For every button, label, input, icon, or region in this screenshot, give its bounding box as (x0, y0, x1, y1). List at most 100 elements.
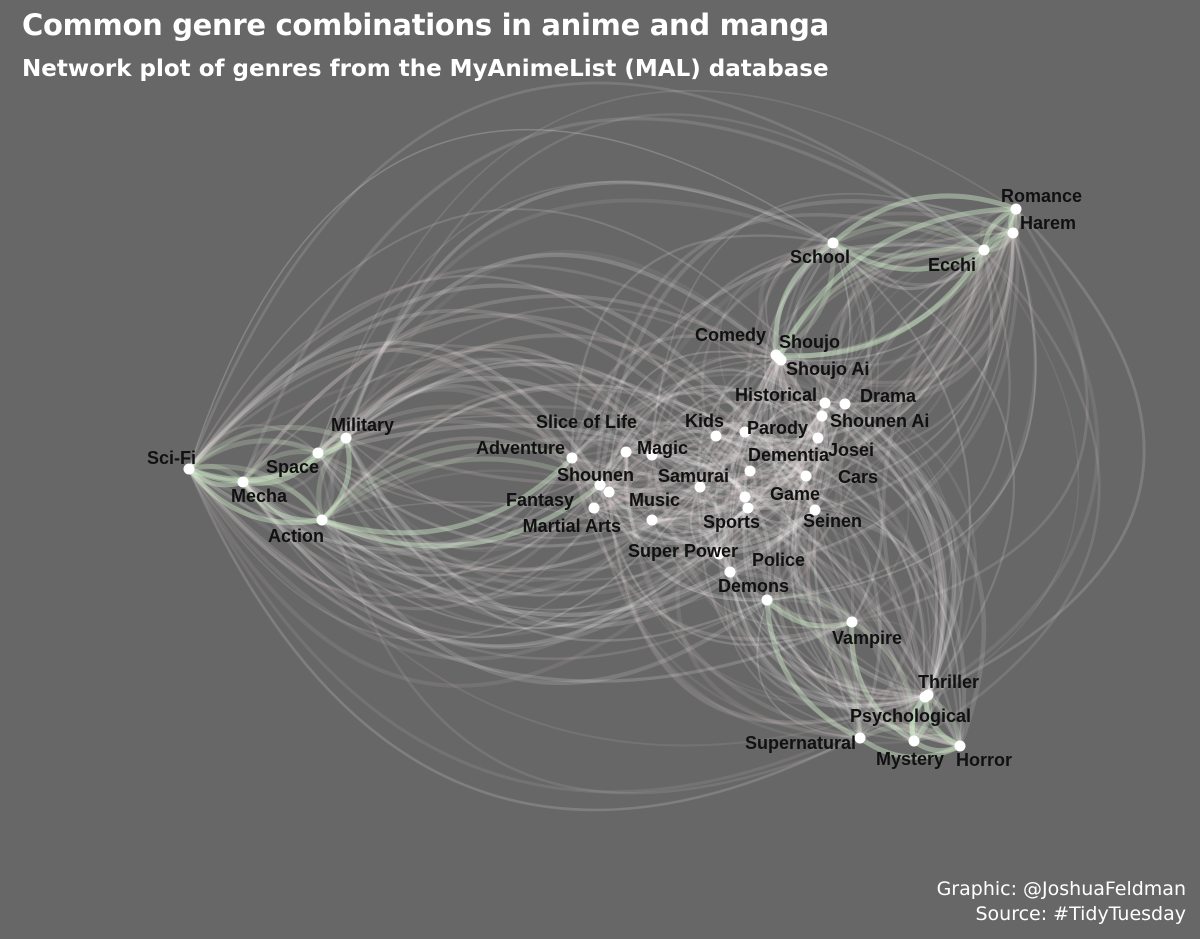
edge-magic-adventure (570, 439, 654, 460)
edge-ecchi-music (608, 249, 986, 499)
edge-harem-parody (743, 211, 1014, 433)
edge-music-seinen (607, 490, 817, 550)
edge-shoujo-music (607, 354, 780, 493)
edge-slice-of-life-seinen (624, 411, 817, 511)
node-police (724, 566, 736, 578)
edge-parody-mecha (241, 313, 747, 484)
node-label-cars: Cars (838, 467, 878, 487)
edge-vampire-sci-fi (187, 467, 853, 683)
edge-drama-martial-arts (651, 403, 847, 528)
edge-comedy-horror (722, 354, 961, 748)
edge-fantasy-space (317, 452, 595, 550)
node-samurai (694, 481, 706, 493)
edge-school-dementia (749, 242, 851, 472)
edge-drama-fantasy (593, 403, 846, 529)
edge-slice-of-life-space (317, 451, 627, 508)
edge-shoujo-ai-josei (775, 359, 819, 439)
node-kids (710, 430, 722, 442)
edge-school-demons (766, 242, 873, 601)
edge-cars-mystery (790, 475, 915, 742)
edge-shounen-vampire (598, 484, 853, 646)
edge-drama-mecha (242, 403, 846, 613)
edge-cars-thriller (805, 474, 938, 696)
node-label-psychological: Psychological (850, 706, 971, 726)
edge-demons-supernatural (756, 599, 861, 739)
edge-dementia-martial-arts (651, 470, 752, 525)
edge-seinen-vampire (814, 509, 871, 623)
edge-dementia-shounen (598, 470, 752, 527)
edge-game-super-power (712, 495, 746, 555)
edge-dementia-adventure (570, 420, 752, 473)
node-label-kids: Kids (685, 411, 724, 431)
edge-kids-sports (715, 434, 757, 509)
edge-romance-historical (823, 207, 1017, 404)
edge-josei-game (743, 432, 819, 498)
edge-slice-of-life-adventure (570, 438, 627, 459)
edge-cars-space (316, 333, 808, 478)
edge-fantasy-sports (592, 506, 750, 545)
node-label-mecha: Mecha (231, 486, 288, 506)
edge-school-psychological (832, 242, 971, 698)
strong-edge-mecha-action (240, 480, 323, 523)
strong-edge-psychological-horror (923, 694, 963, 747)
edge-ecchi-martial-arts (650, 243, 985, 521)
node-space (312, 447, 324, 459)
edge-harem-historical (824, 232, 1016, 408)
edge-slice-of-life-supernatural (624, 451, 861, 740)
edge-romance-police (729, 208, 1020, 574)
node-label-romance: Romance (1001, 186, 1082, 206)
edge-seinen-sci-fi (187, 283, 817, 512)
edge-historical-slice-of-life (625, 402, 826, 485)
edge-seinen-military (344, 436, 817, 629)
node-shounen (594, 479, 606, 491)
edge-comedy-shounen-ai (774, 354, 823, 418)
node-label-sci-fi: Sci-Fi (147, 448, 196, 468)
edge-police-thriller (728, 571, 929, 706)
node-dementia (744, 465, 756, 477)
edge-harem-school (832, 232, 1015, 287)
edge-game-music (608, 452, 746, 498)
edge-shoujo-ai-seinen (763, 359, 817, 512)
edge-romance-shoujo-ai (780, 208, 1018, 385)
edge-comedy-adventure (571, 354, 778, 484)
edge-school-parody (718, 242, 834, 433)
edge-slice-of-life-horror (625, 449, 962, 747)
edge-ecchi-school (831, 241, 986, 291)
strong-edge-sci-fi-space (187, 451, 320, 484)
edge-parody-magic (650, 420, 746, 457)
edge-shounen-ai-supernatural (727, 414, 861, 740)
edge-ecchi-mecha (241, 117, 985, 483)
node-label-magic: Magic (637, 438, 688, 458)
edge-music-psychological (607, 491, 926, 726)
edge-shoujo-kids (714, 356, 780, 437)
node-label-drama: Drama (860, 386, 917, 406)
edge-music-military (344, 437, 611, 552)
edge-horror-space (317, 423, 962, 747)
figure-subtitle: Network plot of genres from the MyAnimeL… (22, 56, 829, 82)
edge-ecchi-demons (766, 249, 1011, 602)
node-shounen-ai (816, 410, 828, 422)
edge-school-drama (793, 242, 846, 406)
edge-parody-game (730, 430, 747, 499)
edge-historical-shounen (599, 402, 826, 504)
edge-thriller-sci-fi (187, 468, 929, 794)
edge-school-action (320, 198, 834, 521)
edge-shounen-sports (598, 484, 749, 541)
edge-school-super-power (718, 242, 854, 555)
edge-comedy-josei (775, 354, 828, 439)
edge-super-power-thriller (717, 553, 929, 709)
edge-school-josei (771, 241, 835, 440)
edge-romance-adventure (571, 208, 1018, 482)
edge-vampire-thriller (851, 619, 930, 696)
edge-shoujo-sci-fi (187, 357, 781, 601)
edge-magic-music (608, 453, 653, 493)
edge-game-psychological (742, 496, 926, 699)
node-vampire (846, 616, 858, 628)
edge-samurai-thriller (698, 486, 929, 701)
strong-edge-school-comedy (773, 240, 835, 356)
edge-parody-super-power (718, 431, 764, 556)
edge-harem-game (744, 232, 1014, 498)
edge-comedy-sports (746, 353, 812, 510)
edge-parody-music (608, 431, 746, 509)
edge-historical-thriller (824, 401, 948, 696)
